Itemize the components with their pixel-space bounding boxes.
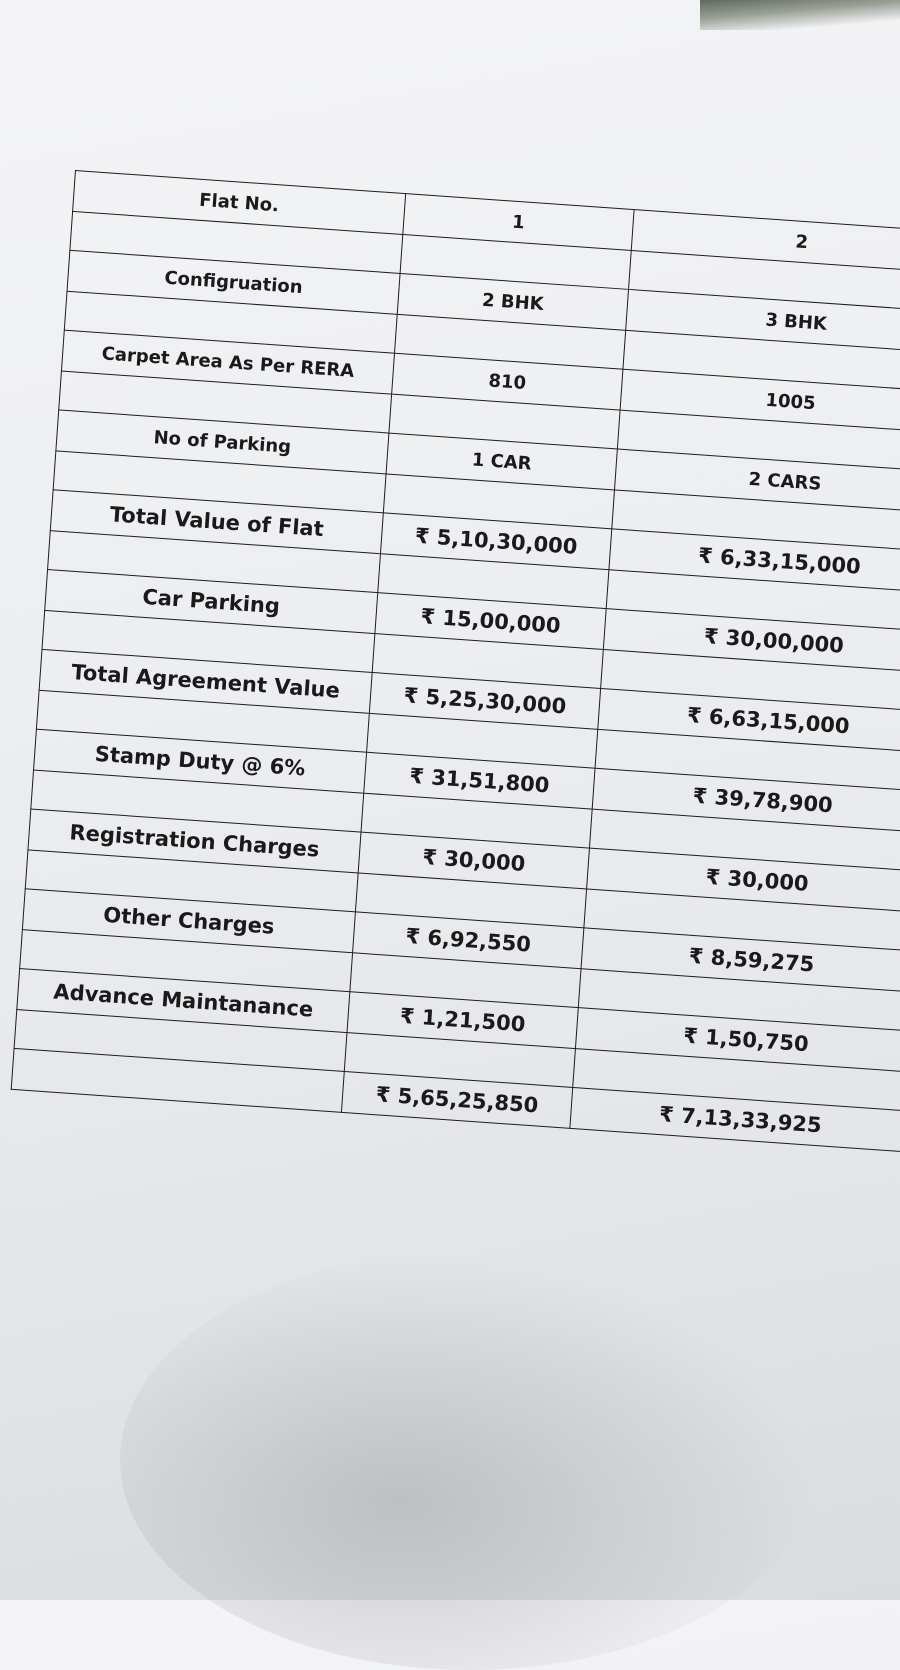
cost-sheet: Flat No. 1 2 Configruation 2 BHK 3 BHK Carpet … — [11, 170, 900, 1153]
flat-cost-table: Flat No. 1 2 Configruation 2 BHK 3 BHK Carpet … — [11, 170, 900, 1153]
hand-shadow — [120, 1250, 820, 1670]
background-object — [700, 0, 900, 30]
